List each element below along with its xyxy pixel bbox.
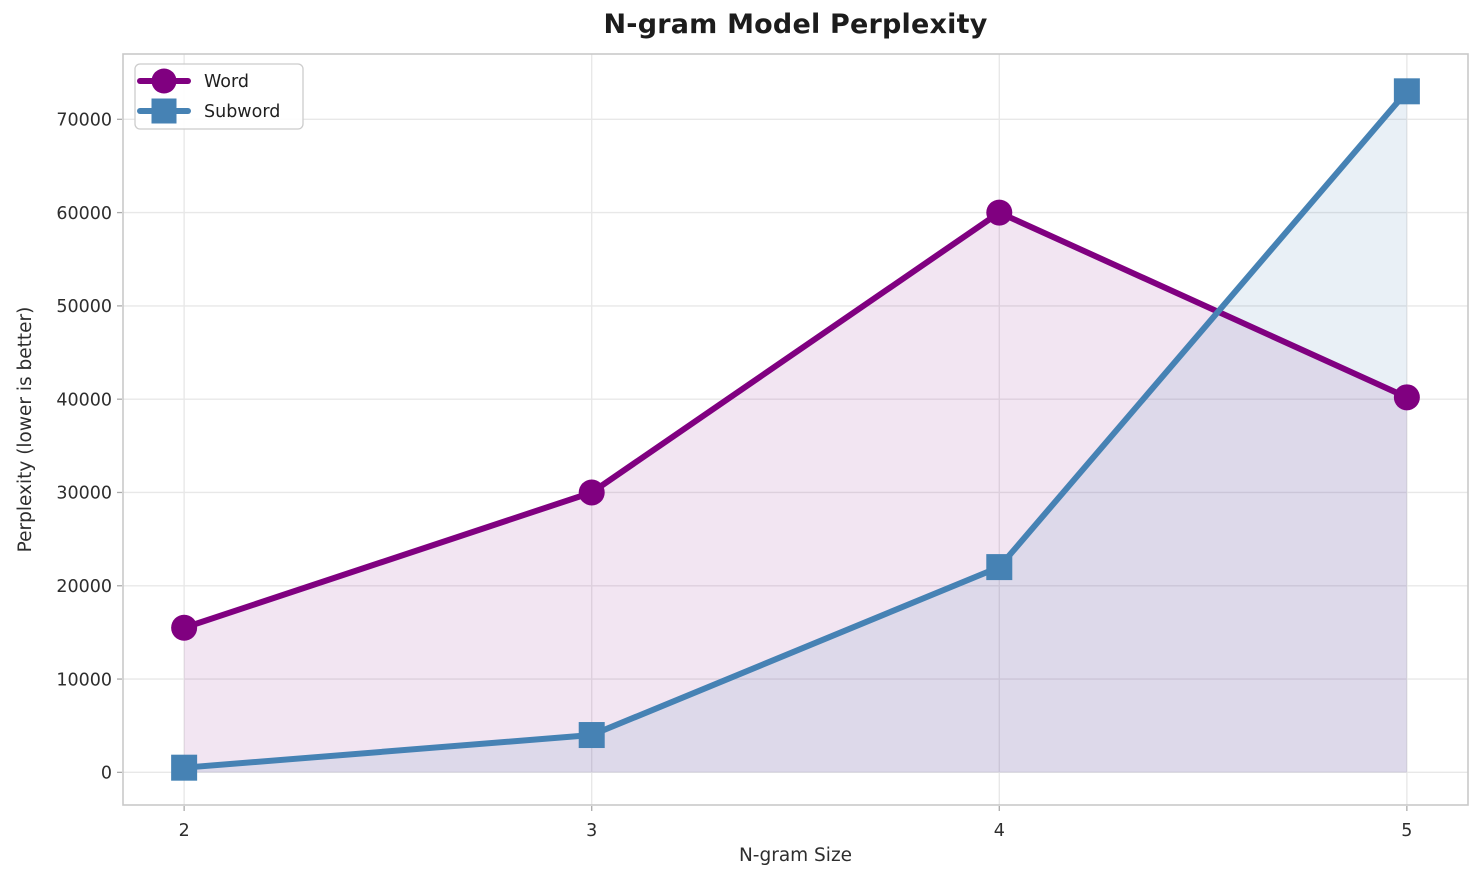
- y-tick-label: 20000: [56, 577, 112, 597]
- word-area-fill: [184, 212, 1407, 773]
- legend-label: Subword: [204, 102, 280, 122]
- x-axis-label: N-gram Size: [738, 845, 853, 866]
- x-tick-label: 3: [586, 821, 597, 841]
- y-tick-label: 30000: [56, 484, 112, 504]
- y-tick-label: 50000: [56, 297, 112, 317]
- word-marker: [578, 479, 605, 506]
- chart-title: N-gram Model Perplexity: [603, 9, 988, 40]
- word-marker: [1393, 384, 1420, 411]
- subword-line: [181, 88, 1410, 771]
- plot-border: [122, 53, 1469, 806]
- y-tick-label: 0: [101, 764, 112, 784]
- legend-square-marker: [151, 98, 177, 124]
- y-tick-label: 70000: [56, 111, 112, 131]
- legend-label: Word: [204, 72, 249, 92]
- subword-area-fill: [184, 91, 1407, 773]
- x-tick-label: 2: [179, 821, 190, 841]
- legend-circle-marker: [151, 68, 177, 94]
- x-tick-label: 5: [1401, 821, 1412, 841]
- word-line: [181, 209, 1410, 631]
- y-tick-label: 10000: [56, 670, 112, 690]
- word-marker: [171, 614, 198, 641]
- subword-marker: [1393, 78, 1420, 105]
- word-marker: [986, 199, 1013, 226]
- subword-marker: [986, 554, 1013, 581]
- subword-marker: [171, 754, 198, 781]
- subword-marker: [578, 722, 605, 749]
- x-tick-label: 4: [994, 821, 1005, 841]
- y-tick-label: 60000: [56, 204, 112, 224]
- legend: Word Subword: [134, 63, 304, 130]
- y-tick-label: 40000: [56, 390, 112, 410]
